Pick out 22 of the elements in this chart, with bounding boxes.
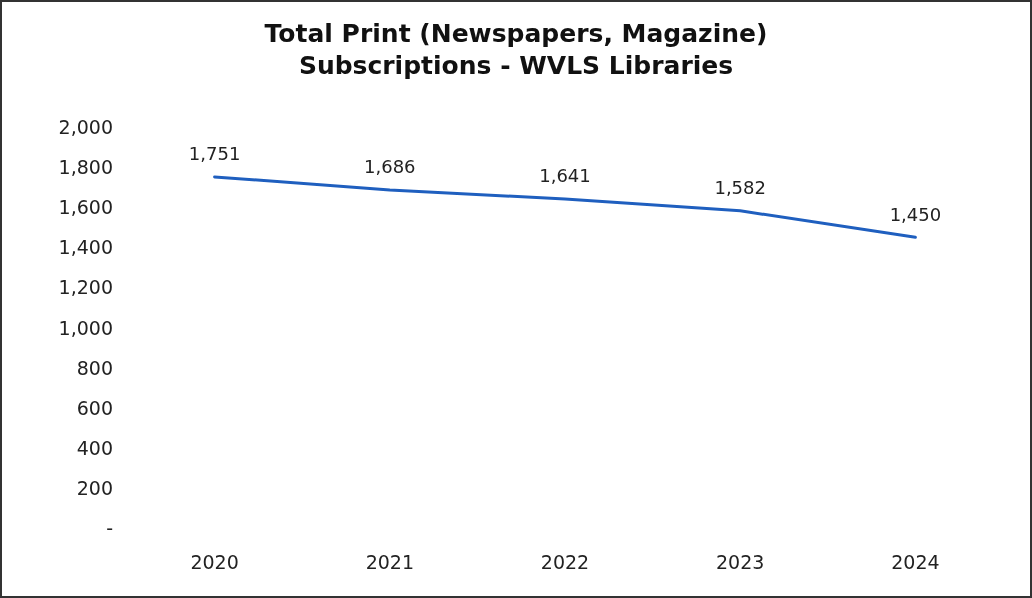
chart-title: Total Print (Newspapers, Magazine) Subscriptions - WVLS Libraries bbox=[264, 18, 768, 80]
x-tick-label: 2023 bbox=[716, 550, 765, 573]
y-tick-label: 200 bbox=[76, 476, 113, 499]
x-tick-label: 2022 bbox=[540, 550, 590, 573]
y-tick-label: 1,000 bbox=[58, 316, 113, 339]
x-tick-label: 2024 bbox=[891, 550, 940, 573]
data-label: 1,686 bbox=[364, 156, 416, 178]
data-label: 1,641 bbox=[539, 165, 591, 187]
x-tick-label: 2021 bbox=[365, 550, 414, 573]
x-tick-label: 2020 bbox=[190, 550, 239, 573]
y-tick-label: 1,400 bbox=[58, 236, 113, 259]
y-tick-label: 1,800 bbox=[58, 156, 113, 179]
data-label: 1,450 bbox=[889, 203, 942, 225]
data-label: 1,582 bbox=[714, 177, 766, 199]
y-tick-label: 800 bbox=[76, 356, 113, 379]
y-tick-label: 1,600 bbox=[58, 196, 113, 219]
y-tick-label: 1,200 bbox=[58, 276, 113, 299]
data-label: 1,751 bbox=[188, 143, 241, 165]
y-tick-label: - bbox=[106, 517, 113, 539]
y-tick-label: 2,000 bbox=[58, 116, 113, 138]
y-tick-label: 400 bbox=[76, 436, 113, 459]
y-tick-label: 600 bbox=[76, 396, 113, 419]
